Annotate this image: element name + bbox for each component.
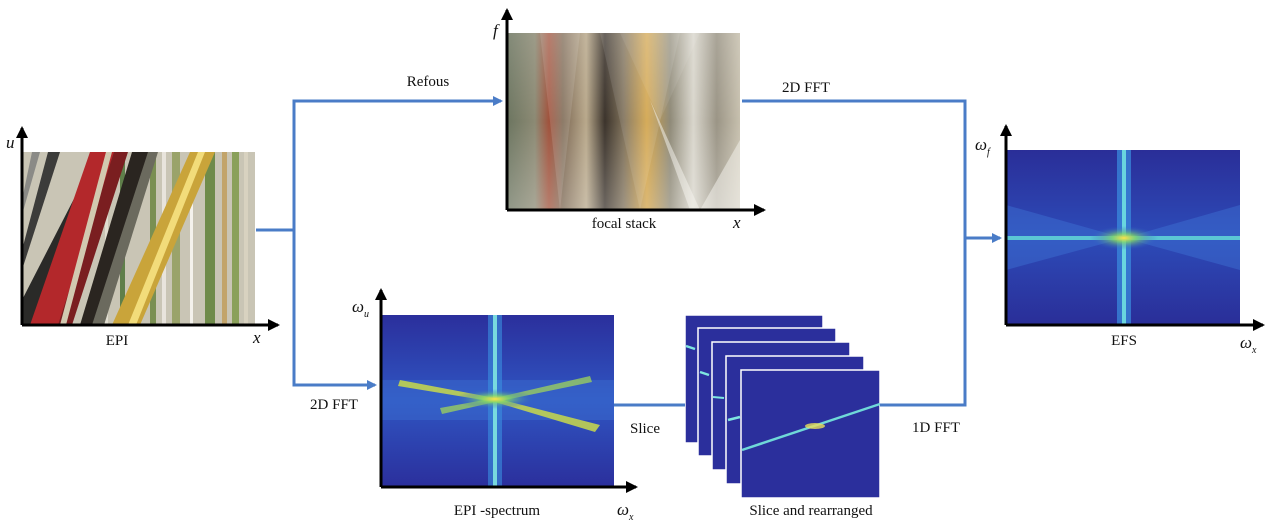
refocus-label: Refous: [407, 74, 450, 90]
focal-stack-caption: focal stack: [592, 216, 657, 232]
focal-stack-x-axis-label: x: [732, 213, 741, 232]
fft1d-label: 1D FFT: [912, 420, 960, 436]
slice-label: Slice: [630, 421, 660, 437]
arrow-refocus: [256, 96, 503, 232]
epi-image: [22, 152, 255, 325]
efs-image: [1006, 150, 1240, 325]
epi-spectrum-x-axis-label: ωx: [617, 500, 634, 523]
focal-stack-image: [507, 33, 740, 210]
epi-spectrum-image: [381, 315, 614, 487]
epi-caption: EPI: [106, 333, 129, 349]
epi-spectrum-caption: EPI -spectrum: [454, 503, 541, 519]
epi-x-axis-label: x: [252, 328, 261, 347]
fft2d-bottom-label: 2D FFT: [310, 397, 358, 413]
flow-arrows: [256, 96, 1002, 407]
epi-spectrum-y-axis-label: ωu: [352, 297, 369, 320]
efs-x-axis-label: ωx: [1240, 333, 1257, 356]
slice-stack: [684, 314, 881, 499]
efs-caption: EFS: [1111, 333, 1137, 349]
focal-stack-y-axis-label: f: [493, 21, 500, 40]
fft2d-top-label: 2D FFT: [782, 80, 830, 96]
arrow-1d-fft: [880, 238, 967, 407]
arrow-2d-fft-bottom: [292, 230, 377, 390]
slice-stack-caption: Slice and rearranged: [749, 503, 873, 519]
arrow-2d-fft-top: [742, 99, 1002, 243]
epi-y-axis-label: u: [6, 133, 15, 152]
efs-y-axis-label: ωf: [975, 135, 991, 158]
